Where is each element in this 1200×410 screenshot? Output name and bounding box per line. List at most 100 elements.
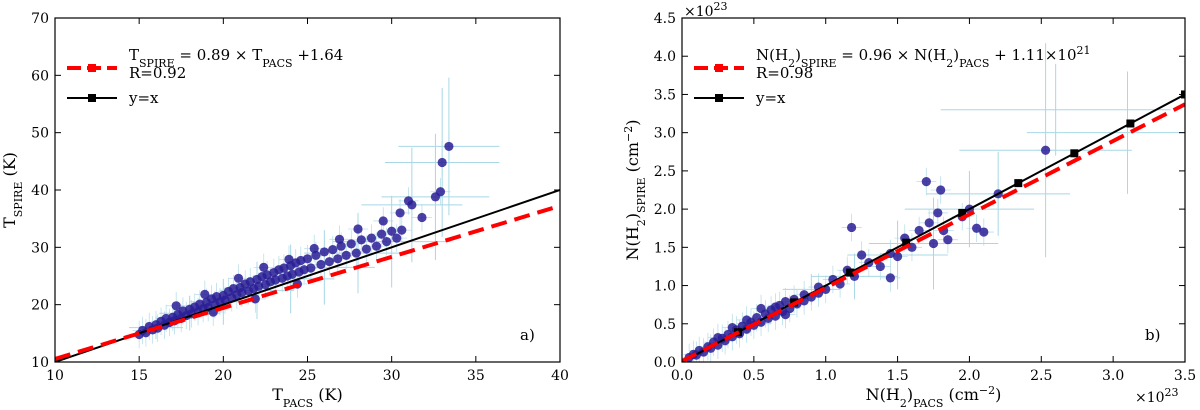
y-tick-label: 3.5 — [654, 87, 676, 103]
y-tick-label: 0.0 — [654, 355, 676, 371]
data-point — [875, 261, 885, 272]
panel-label: b) — [1145, 326, 1160, 344]
legend-identity-marker — [715, 94, 723, 102]
data-points — [134, 141, 454, 340]
data-point — [397, 225, 407, 235]
data-point — [780, 310, 791, 320]
identity-marker — [1070, 149, 1079, 158]
panel-b-column-density-scatter: 0.0 0.5 1.0 1.5 2.0 2.5 3.0 3.5 0.0 0.5 1.0 1.5 2.0 2… — [622, 0, 1197, 410]
ticks — [681, 17, 1186, 363]
data-point — [435, 187, 446, 197]
data-point — [395, 208, 405, 218]
legend-fit-marker — [715, 64, 723, 72]
data-point — [341, 250, 351, 260]
legend-fit-equation: TSPIRE = 0.89 × TPACS +1.64 — [129, 46, 343, 70]
x-tick-label: 0.5 — [743, 368, 765, 384]
data-point — [924, 218, 934, 228]
data-point — [316, 259, 326, 270]
data-point — [972, 223, 982, 233]
x-exponent-label: ×1023 — [1135, 386, 1179, 407]
data-point — [346, 239, 356, 249]
data-point — [328, 245, 338, 255]
data-point — [306, 263, 316, 273]
data-point — [417, 212, 427, 223]
data-point — [378, 216, 388, 226]
y-tick-label: 1.0 — [654, 279, 676, 295]
x-tick-label: 25 — [299, 368, 317, 384]
identity-line — [682, 93, 1185, 362]
data-point — [780, 297, 791, 307]
x-tick-label: 2.0 — [958, 368, 980, 384]
legend-fit-correlation: R=0.92 — [129, 64, 186, 82]
data-point — [979, 227, 989, 237]
data-point — [382, 237, 392, 247]
data-point — [319, 247, 329, 257]
data-point — [936, 185, 946, 195]
data-point — [943, 235, 953, 245]
error-bars — [736, 43, 1185, 332]
identity-marker — [1126, 119, 1135, 128]
data-point — [857, 250, 867, 260]
data-point — [1040, 145, 1051, 155]
data-point — [233, 273, 244, 283]
y-tick-label: 60 — [31, 68, 49, 84]
data-point — [324, 257, 334, 267]
data-point — [366, 233, 377, 243]
data-point — [336, 241, 346, 251]
y-axis-label: TSPIRE (K) — [0, 152, 25, 228]
data-point — [914, 225, 924, 236]
data-point — [713, 332, 723, 343]
identity-marker — [1014, 179, 1023, 188]
data-point — [200, 289, 210, 299]
data-point — [846, 222, 857, 233]
y-tick-label: 40 — [31, 183, 49, 199]
data-point — [444, 141, 454, 152]
data-point — [309, 243, 319, 254]
data-point — [756, 303, 766, 314]
fit-line — [55, 203, 560, 361]
y-tick-label: 1.5 — [654, 240, 676, 256]
legend-identity-label: y=x — [755, 89, 786, 107]
data-point — [259, 262, 269, 272]
x-tick-label: 40 — [551, 368, 569, 384]
y-tick-label: 50 — [31, 126, 49, 142]
data-point — [171, 301, 181, 311]
data-point — [933, 208, 943, 218]
identity-marker — [958, 208, 967, 217]
data-point — [387, 226, 397, 236]
legend: N(H2)SPIRE = 0.96 × N(H2)PACS + 1.11×102… — [694, 44, 1091, 107]
panel-a-temperature-scatter: 10 15 20 25 30 35 40 10 20 30 40 50 60 70 TPACS (K) TSP… — [0, 11, 569, 410]
x-tick-label: 3.5 — [1174, 368, 1196, 384]
y-tick-label: 70 — [31, 11, 49, 27]
legend-fit-equation: N(H2)SPIRE = 0.96 × N(H2)PACS + 1.11×102… — [756, 44, 1091, 70]
ticks — [54, 17, 561, 363]
y-axis-label: N(H2)SPIRE (cm−2) — [622, 120, 648, 261]
y-tick-label: 20 — [31, 298, 49, 314]
x-tick-label: 10 — [46, 368, 64, 384]
legend-identity-label: y=x — [128, 89, 159, 107]
y-tick-label: 10 — [31, 355, 49, 371]
y-tick-label: 2.5 — [654, 164, 676, 180]
data-point — [921, 176, 931, 187]
panel-label: a) — [520, 326, 535, 344]
x-tick-label: 0.0 — [671, 368, 693, 384]
x-tick-label: 15 — [130, 368, 148, 384]
data-point — [885, 273, 895, 283]
x-tick-label: 30 — [383, 368, 401, 384]
fit-line — [682, 102, 1185, 362]
data-point — [376, 229, 387, 239]
data-point — [311, 250, 321, 260]
identity-marker — [902, 238, 911, 247]
data-point — [353, 224, 363, 234]
plot-area — [682, 43, 1185, 362]
data-point — [437, 157, 447, 168]
plot-area — [55, 77, 560, 362]
identity-marker — [846, 268, 855, 277]
y-tick-label: 2.0 — [654, 202, 676, 218]
y-tick-label: 4.0 — [654, 49, 676, 65]
data-point — [371, 241, 382, 251]
x-tick-label: 3.0 — [1102, 368, 1124, 384]
x-tick-label: 1.5 — [886, 368, 908, 384]
legend: TSPIRE = 0.89 × TPACS +1.64R=0.92 y=x — [67, 46, 343, 107]
